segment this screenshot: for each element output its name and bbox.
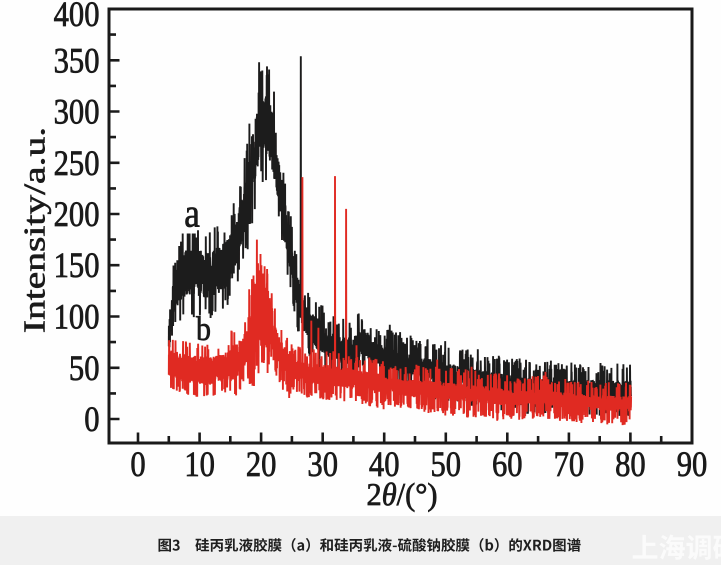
svg-text:400: 400 <box>54 0 100 35</box>
svg-text:70: 70 <box>554 445 585 485</box>
svg-text:10: 10 <box>184 445 215 485</box>
svg-text:250: 250 <box>54 144 100 184</box>
svg-text:b: b <box>196 309 211 347</box>
svg-text:300: 300 <box>54 92 100 132</box>
svg-text:40: 40 <box>369 445 400 485</box>
svg-text:a: a <box>184 191 200 236</box>
svg-text:200: 200 <box>54 195 100 235</box>
svg-text:60: 60 <box>492 445 523 485</box>
svg-text:0: 0 <box>130 445 145 485</box>
svg-text:50: 50 <box>431 445 462 485</box>
svg-text:150: 150 <box>54 246 100 286</box>
svg-text:100: 100 <box>54 297 100 337</box>
svg-text:20: 20 <box>246 445 277 485</box>
svg-text:Intensity/a.u.: Intensity/a.u. <box>17 127 52 333</box>
svg-text:80: 80 <box>615 445 646 485</box>
svg-text:350: 350 <box>54 41 100 81</box>
svg-text:50: 50 <box>69 349 100 389</box>
svg-text:2θ/(°): 2θ/(°) <box>367 476 438 512</box>
svg-text:0: 0 <box>84 400 99 440</box>
svg-text:90: 90 <box>677 445 708 485</box>
svg-text:30: 30 <box>307 445 338 485</box>
